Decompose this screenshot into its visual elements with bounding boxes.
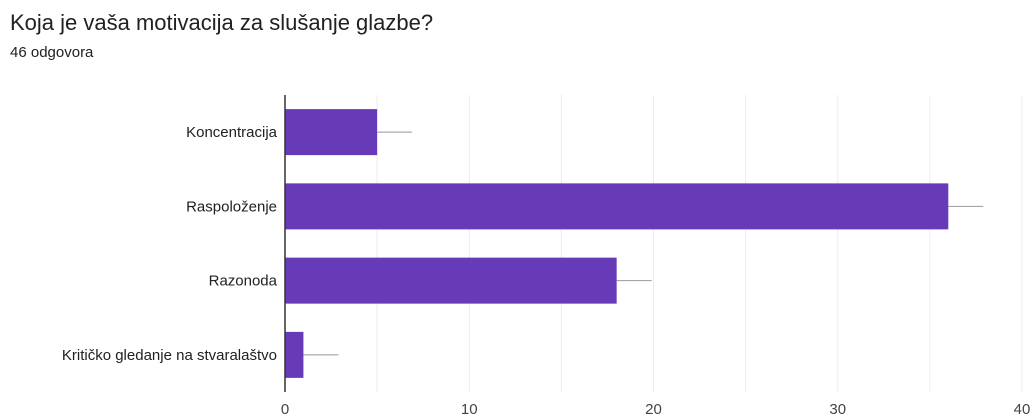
category-label-1: Raspoloženje (186, 198, 277, 215)
bars (285, 109, 949, 378)
gridlines (376, 95, 1023, 392)
x-tick-label-3: 30 (829, 401, 846, 416)
bar-1 (285, 183, 949, 230)
error-bars (303, 131, 984, 356)
tick-labels: 0 10 20 30 40 (281, 401, 1031, 416)
x-tick-label-2: 20 (645, 401, 662, 416)
category-labels: Koncentracija Raspoloženje Razonoda Kritičk… (62, 124, 278, 364)
bar-0 (285, 109, 378, 156)
question-title: Koja je vaša motivacija za slušanje glaz… (10, 10, 434, 35)
x-tick-label-0: 0 (281, 401, 289, 416)
bar-3 (285, 331, 304, 378)
category-label-0: Koncentracija (186, 124, 278, 141)
response-count: 46 odgovora (10, 44, 94, 61)
x-tick-label-4: 40 (1014, 401, 1031, 416)
category-label-2: Razonoda (209, 273, 278, 290)
category-label-3: Kritičko gledanje na stvaralaštvo (62, 347, 277, 364)
x-tick-label-1: 10 (461, 401, 478, 416)
bar-2 (285, 257, 617, 304)
